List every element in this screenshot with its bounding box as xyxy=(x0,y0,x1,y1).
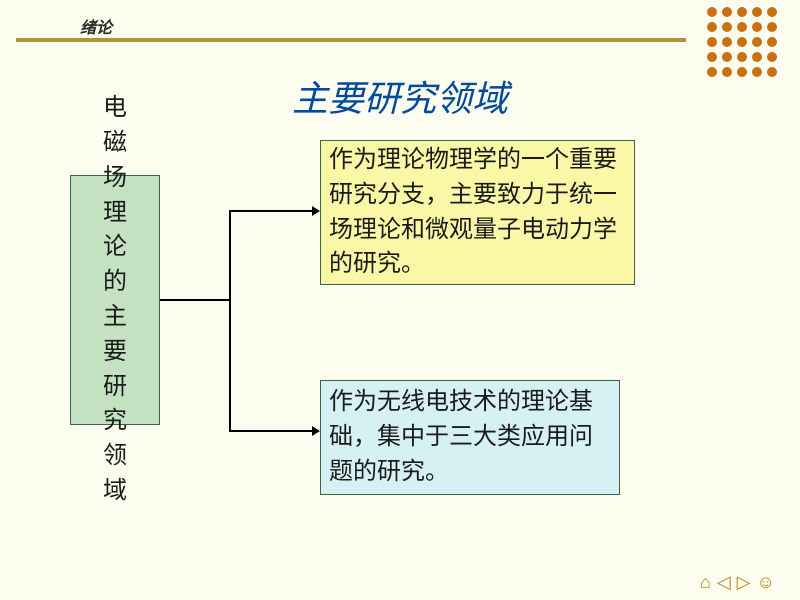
decorative-dot xyxy=(767,22,777,32)
decorative-dot xyxy=(737,37,747,47)
connector-branch-1 xyxy=(230,210,312,212)
branch-box-1: 作为理论物理学的一个重要研究分支，主要致力于统一场理论和微观量子电动力学的研究。 xyxy=(320,140,635,285)
decorative-dot xyxy=(707,7,717,17)
decorative-dot xyxy=(752,52,762,62)
decorative-dot xyxy=(767,52,777,62)
connector-branch-2 xyxy=(230,430,312,432)
connector-trunk xyxy=(229,210,231,432)
source-box-text: 电磁场理论的主要研究领域 xyxy=(103,91,127,509)
decorative-dot xyxy=(707,22,717,32)
extra-icon[interactable]: ☺ xyxy=(757,573,775,591)
header-label: 绪论 xyxy=(80,14,112,38)
header-rule xyxy=(16,38,686,42)
decorative-dot xyxy=(752,22,762,32)
decorative-dot xyxy=(707,52,717,62)
dot-grid xyxy=(707,7,777,77)
home-icon[interactable]: ⌂ xyxy=(700,573,711,591)
branch-box-2: 作为无线电技术的理论基础，集中于三大类应用问题的研究。 xyxy=(320,380,620,495)
nav-bar: ⌂ ◁ ▷ ☺ xyxy=(700,573,775,591)
connector-stub xyxy=(160,299,230,301)
prev-icon[interactable]: ◁ xyxy=(717,573,731,591)
branch-box-2-text: 作为无线电技术的理论基础，集中于三大类应用问题的研究。 xyxy=(329,385,611,489)
decorative-dot xyxy=(722,7,732,17)
decorative-dot xyxy=(767,7,777,17)
decorative-dot xyxy=(737,22,747,32)
decorative-dot xyxy=(752,7,762,17)
decorative-dot xyxy=(722,52,732,62)
arrowhead-2 xyxy=(312,426,320,436)
decorative-dot xyxy=(737,52,747,62)
decorative-dot xyxy=(752,37,762,47)
arrowhead-1 xyxy=(312,206,320,216)
source-box: 电磁场理论的主要研究领域 xyxy=(70,175,160,425)
decorative-dot xyxy=(767,37,777,47)
decorative-dot xyxy=(722,22,732,32)
next-icon[interactable]: ▷ xyxy=(737,573,751,591)
slide: 绪论 主要研究领域 电磁场理论的主要研究领域 作为理论物理学的一个重要研究分支，… xyxy=(0,0,800,600)
decorative-dot xyxy=(707,37,717,47)
decorative-dot xyxy=(737,7,747,17)
branch-box-1-text: 作为理论物理学的一个重要研究分支，主要致力于统一场理论和微观量子电动力学的研究。 xyxy=(329,143,626,282)
decorative-dot xyxy=(722,37,732,47)
